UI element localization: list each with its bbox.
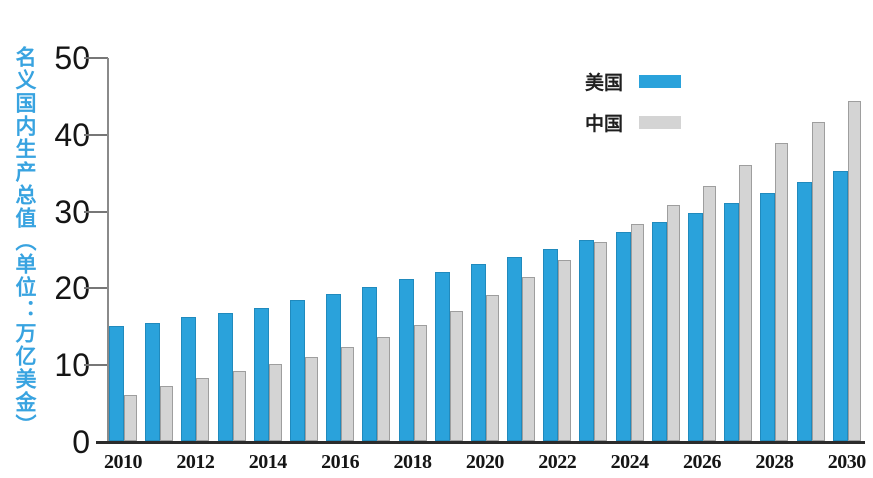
y-tick-label-10: 10 — [54, 347, 90, 384]
bar-china-2024 — [630, 224, 644, 441]
bar-us-2014 — [253, 308, 269, 441]
y-tick-label-20: 20 — [54, 270, 90, 307]
y-axis-line — [107, 58, 109, 442]
y-tick-label-30: 30 — [54, 193, 90, 230]
bar-us-2021 — [507, 257, 523, 441]
bar-us-2027 — [724, 203, 740, 441]
bar-group-2024: 2024 — [611, 224, 649, 473]
bar-china-2013 — [232, 371, 246, 441]
bar-us-2012 — [181, 317, 197, 441]
bar-group-2013 — [217, 313, 246, 441]
bar-china-2012 — [196, 378, 210, 441]
y-tick-mark-10 — [84, 364, 108, 367]
bar-china-2020 — [485, 295, 499, 441]
legend-item-china: 中国 — [585, 109, 681, 136]
y-tick-label-50: 50 — [54, 40, 90, 76]
bar-us-2020 — [470, 264, 486, 441]
bar-group-2022: 2022 — [538, 249, 577, 473]
legend: 美国 中国 — [585, 68, 681, 136]
x-tick-label-2028: 2028 — [755, 451, 794, 473]
bar-us-2024 — [615, 232, 631, 441]
bar-group-2023 — [579, 240, 608, 441]
x-tick-label-2010: 2010 — [104, 451, 143, 473]
bar-china-2016 — [341, 347, 355, 441]
legend-item-us: 美国 — [585, 68, 681, 95]
legend-swatch-china — [639, 116, 681, 129]
bar-china-2027 — [739, 165, 753, 441]
bar-us-2013 — [217, 313, 233, 441]
bar-us-2030 — [832, 171, 848, 441]
y-tick-mark-30 — [84, 210, 108, 213]
bar-us-2022 — [543, 249, 559, 441]
x-tick-label-2022: 2022 — [538, 451, 577, 473]
bar-group-2027 — [724, 165, 753, 441]
bar-china-2030 — [847, 101, 861, 441]
bar-group-2015 — [289, 300, 318, 441]
bar-china-2025 — [666, 205, 680, 441]
bar-us-2018 — [398, 279, 414, 441]
x-tick-label-2012: 2012 — [176, 451, 215, 473]
bar-us-2025 — [651, 222, 667, 441]
bar-china-2018 — [413, 325, 427, 441]
bar-china-2011 — [160, 386, 174, 441]
bar-group-2010: 2010 — [104, 326, 143, 473]
bar-group-2012: 2012 — [176, 317, 215, 473]
bar-group-2011 — [145, 323, 174, 441]
bar-group-2016: 2016 — [321, 294, 360, 473]
legend-label-us: 美国 — [585, 73, 624, 94]
x-tick-label-2020: 2020 — [465, 451, 505, 473]
bar-group-2025 — [651, 205, 680, 441]
x-tick-label-2030: 2030 — [827, 451, 867, 473]
y-tick-label-40: 40 — [54, 116, 90, 153]
bar-us-2026 — [688, 213, 703, 441]
x-axis-line — [96, 441, 865, 444]
bar-us-2016 — [326, 294, 342, 441]
bar-group-2020: 2020 — [466, 264, 504, 473]
y-tick-label-0: 0 — [72, 424, 90, 460]
y-tick-mark-20 — [84, 287, 108, 290]
bar-group-2029 — [796, 122, 825, 441]
bar-group-2028: 2028 — [755, 143, 794, 473]
bar-us-2023 — [579, 240, 595, 441]
bar-group-2030: 2030 — [828, 101, 866, 473]
bar-china-2021 — [522, 277, 536, 441]
y-tick-mark-40 — [84, 133, 108, 136]
bar-china-2022 — [558, 260, 572, 441]
bar-china-2023 — [594, 242, 608, 441]
bar-china-2019 — [449, 311, 463, 441]
bar-us-2029 — [796, 182, 812, 441]
bar-china-2017 — [377, 337, 391, 441]
bar-china-2014 — [268, 364, 282, 441]
bar-us-2028 — [760, 193, 776, 441]
legend-label-china: 中国 — [585, 114, 624, 135]
bar-group-2026: 2026 — [683, 186, 722, 473]
bar-group-2018: 2018 — [394, 279, 432, 473]
bar-group-2021 — [507, 257, 536, 441]
y-axis-title: 名义国内生产总值（单位：万亿美金） — [13, 46, 36, 437]
bar-us-2017 — [362, 287, 378, 441]
bar-us-2019 — [434, 272, 450, 441]
x-tick-label-2014: 2014 — [248, 451, 288, 473]
x-tick-label-2024: 2024 — [610, 451, 650, 473]
bar-china-2015 — [304, 357, 318, 441]
legend-swatch-us — [639, 75, 681, 88]
bar-us-2011 — [145, 323, 161, 441]
y-tick-mark-50 — [84, 57, 108, 59]
plot-area: 2010 2012 2014 2016 2018 2020 2022 2024 2026 2028… — [104, 58, 866, 473]
bar-us-2015 — [289, 300, 305, 441]
bar-china-2028 — [775, 143, 789, 441]
bar-china-2010 — [124, 395, 137, 441]
x-tick-label-2018: 2018 — [393, 451, 433, 473]
x-tick-label-2016: 2016 — [321, 451, 360, 473]
bar-us-2010 — [109, 326, 124, 441]
x-tick-label-2026: 2026 — [683, 451, 722, 473]
bar-group-2017 — [362, 287, 391, 441]
bar-group-2019 — [434, 272, 463, 441]
bar-china-2029 — [811, 122, 825, 441]
bar-china-2026 — [703, 186, 716, 441]
bar-group-2014: 2014 — [249, 308, 287, 473]
